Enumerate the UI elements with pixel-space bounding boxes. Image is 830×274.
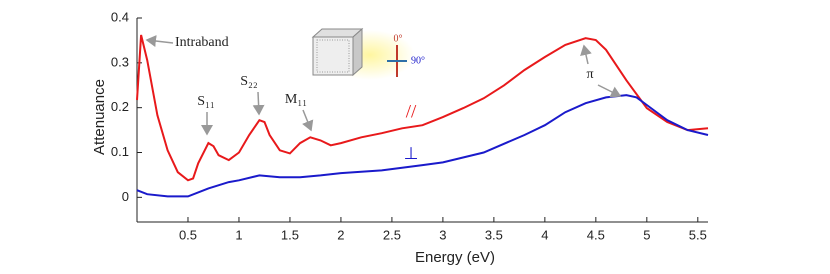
- x-tick-label: 4: [541, 227, 548, 242]
- x-tick-label: 2.5: [383, 227, 401, 242]
- annotation: M₁₁: [285, 92, 307, 107]
- x-axis-label: Energy (eV): [415, 249, 495, 266]
- x-tick-label: 0.5: [179, 227, 197, 242]
- data-line: [136, 34, 709, 182]
- annotation-arrow: [597, 84, 622, 98]
- legend-label: ⊥: [404, 144, 419, 163]
- x-tick-label: 2: [337, 227, 344, 242]
- x-tick-label: 3.5: [485, 227, 503, 242]
- x-tick-label: 5.5: [689, 227, 707, 242]
- x-tick-label: 1: [235, 227, 242, 242]
- annotation: S₁₁: [197, 94, 215, 109]
- annotation: 90°: [411, 55, 425, 66]
- inset-illustration: [311, 27, 415, 80]
- x-tick-label: 5: [643, 227, 650, 242]
- annotation: S₂₂: [240, 74, 258, 89]
- y-tick-label: 0.4: [111, 9, 129, 24]
- annotation: Intraband: [175, 35, 229, 50]
- y-axis-label: Attenuance: [91, 79, 108, 155]
- annotation-arrow: [302, 109, 314, 132]
- annotation-arrow: [580, 44, 592, 65]
- x-tick-label: 3: [439, 227, 446, 242]
- y-tick-label: 0.3: [111, 54, 129, 69]
- x-tick-label: 1.5: [281, 227, 299, 242]
- annotation-arrow: [145, 35, 174, 47]
- y-tick-label: 0: [122, 189, 129, 204]
- annotation-arrow: [252, 91, 265, 116]
- y-tick-label: 0.2: [111, 99, 129, 114]
- data-line: [136, 94, 709, 198]
- y-tick-label: 0.1: [111, 144, 129, 159]
- annotation: 0°: [394, 33, 403, 44]
- x-tick-label: 4.5: [587, 227, 605, 242]
- annotation: π: [586, 67, 593, 82]
- legend-label: //: [406, 101, 417, 122]
